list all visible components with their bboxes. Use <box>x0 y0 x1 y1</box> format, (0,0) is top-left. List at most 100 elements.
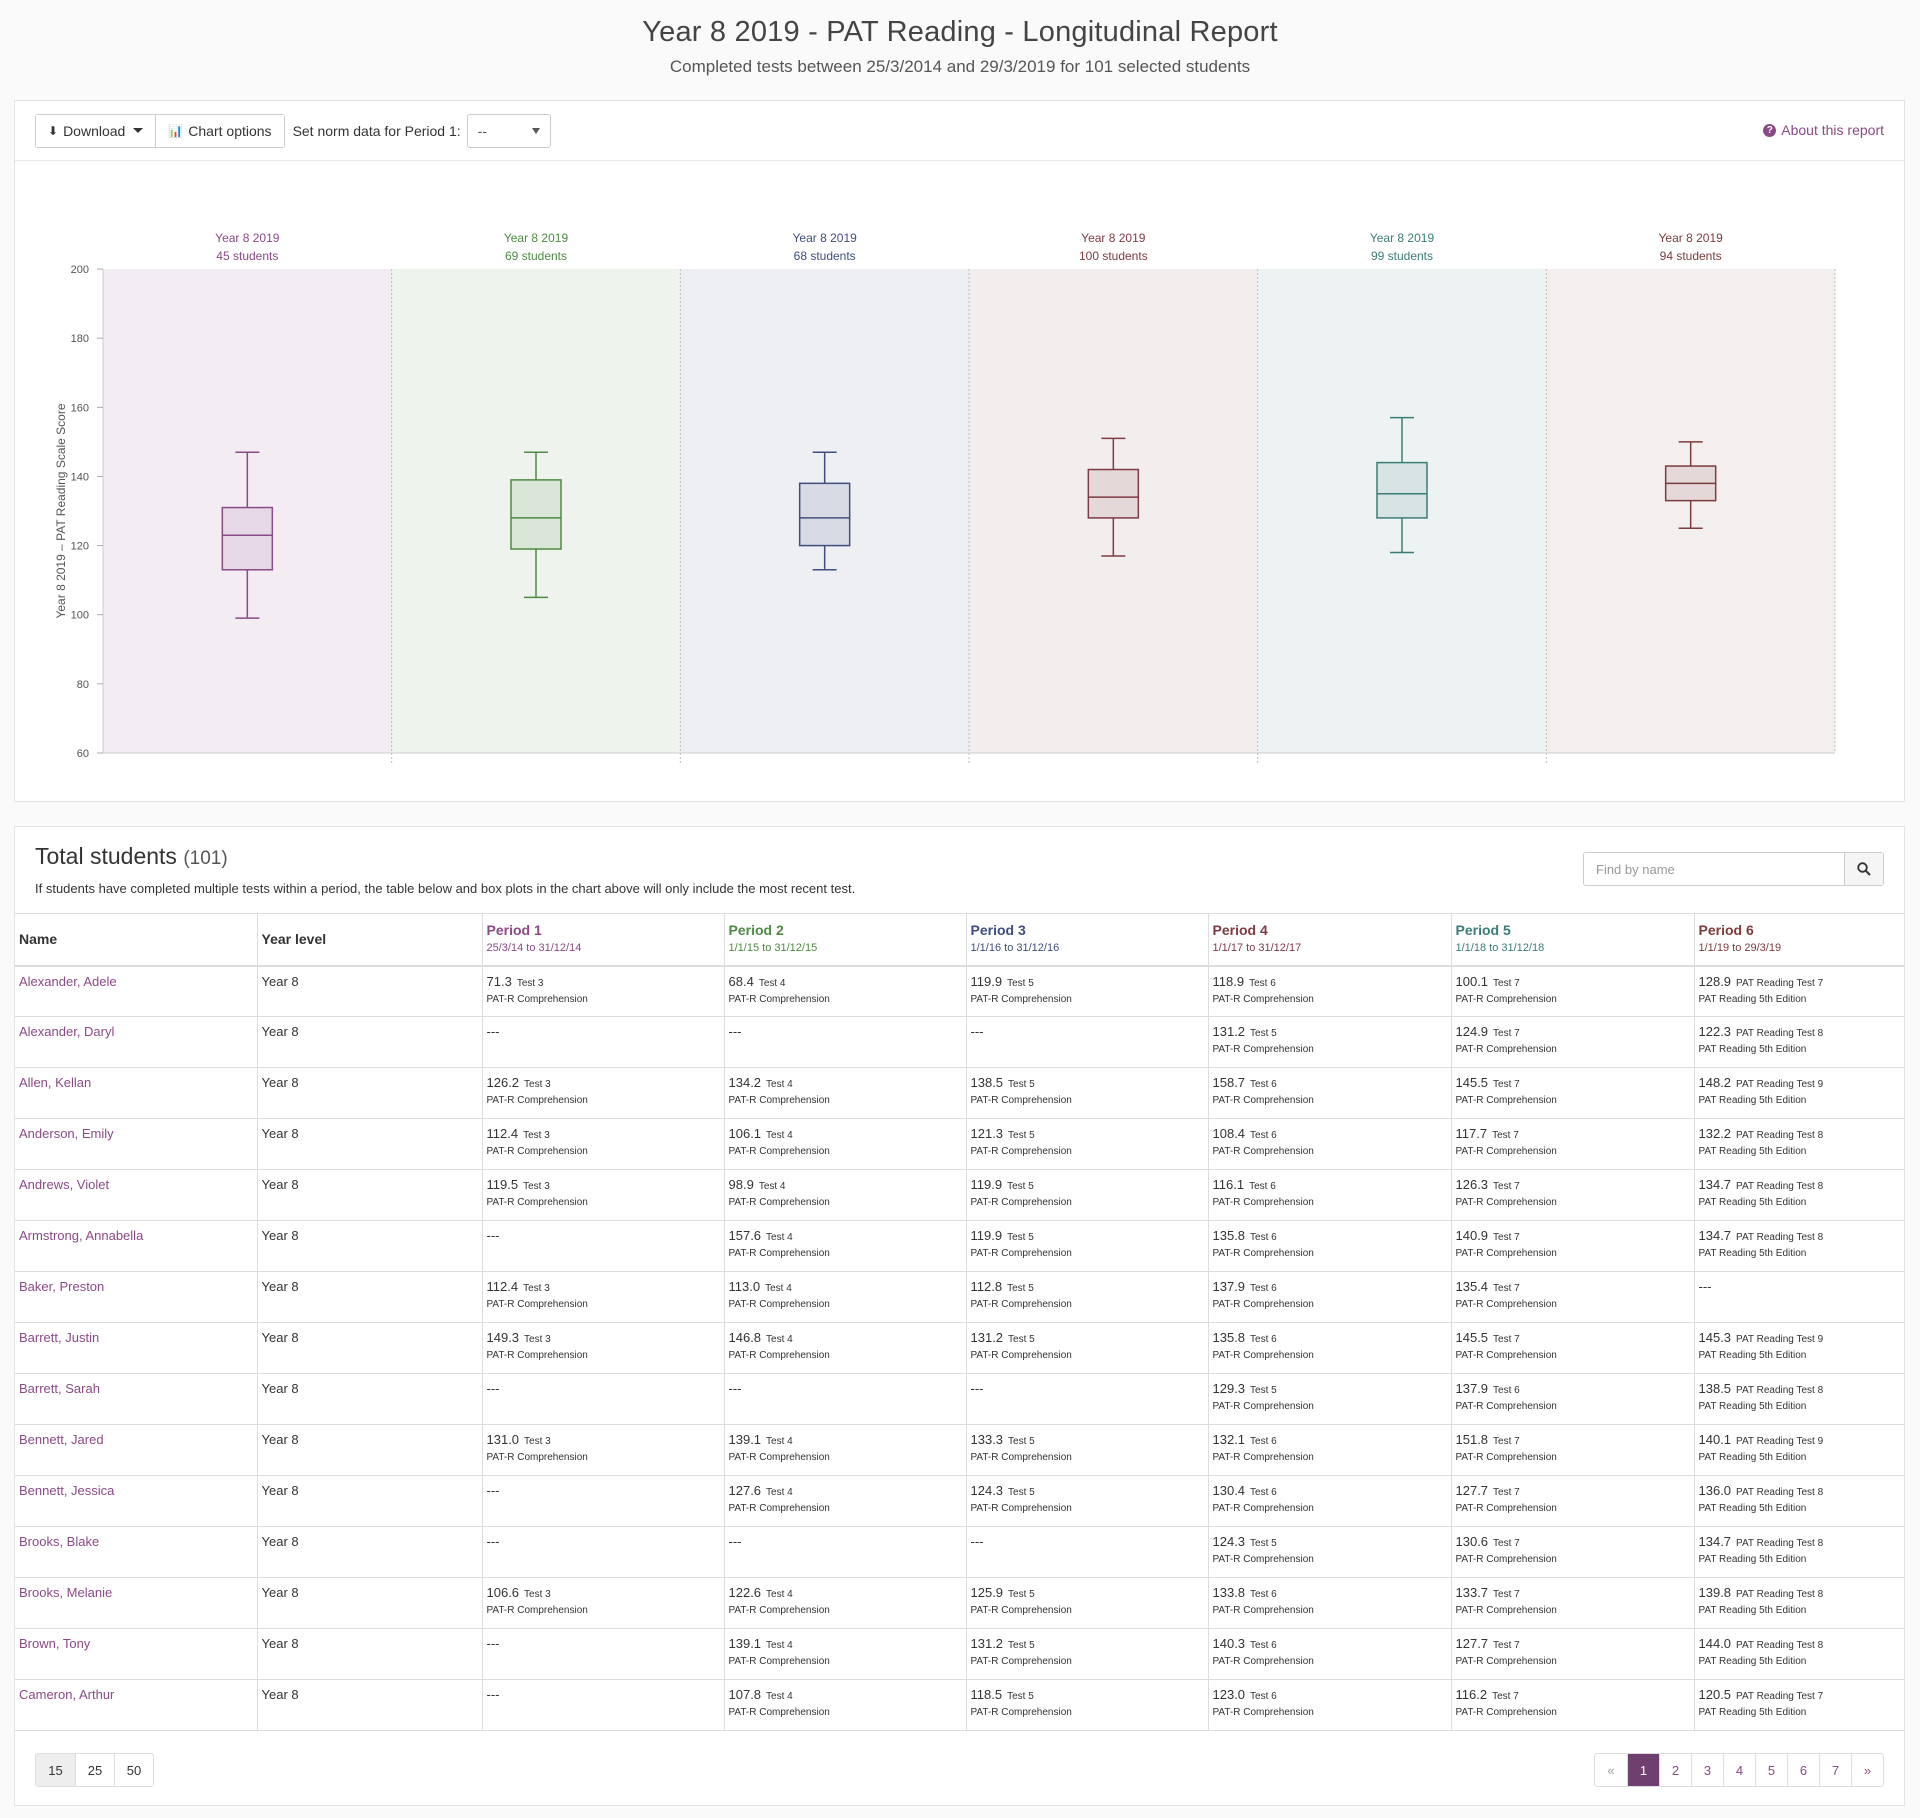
download-button[interactable]: ⬇ Download <box>36 114 156 147</box>
table-row: Alexander, Adele Year 8 71.3 Test 3 PAT-R Co… <box>15 965 1904 1017</box>
student-name-link[interactable]: Alexander, Daryl <box>15 1016 258 1068</box>
student-name-link[interactable]: Allen, Kellan <box>15 1067 258 1119</box>
students-panel: Total students (101) If students have co… <box>14 826 1905 1806</box>
column-header-period-2[interactable]: Period 2 1/1/15 to 31/12/15 <box>724 913 967 966</box>
search-button[interactable] <box>1844 853 1883 885</box>
column-header-period-5[interactable]: Period 5 1/1/18 to 31/12/18 <box>1451 913 1695 966</box>
score-cell: 98.9 Test 4 PAT-R Comprehension <box>724 1169 967 1221</box>
student-name-link[interactable]: Brooks, Blake <box>15 1526 258 1578</box>
test-series: PAT-R Comprehension <box>970 1707 1072 1718</box>
page-size-15[interactable]: 15 <box>36 1754 75 1786</box>
score-cell: 135.4 Test 7 PAT-R Comprehension <box>1451 1271 1695 1323</box>
column-header-period-3[interactable]: Period 3 1/1/16 to 31/12/16 <box>966 913 1209 966</box>
test-name: PAT Reading Test 9 <box>1736 1334 1824 1345</box>
test-series: PAT-R Comprehension <box>1212 1299 1314 1310</box>
scale-score: 131.0 <box>486 1432 520 1447</box>
column-header-year-level[interactable]: Year level <box>257 913 483 966</box>
scale-score: 119.9 <box>970 973 1003 989</box>
score-cell: --- <box>1694 1272 1904 1323</box>
test-name: Test 4 <box>766 1487 793 1498</box>
scale-score: 106.6 <box>486 1585 520 1600</box>
test-series: PAT-R Comprehension <box>970 1350 1072 1361</box>
period-range: 1/1/19 to 29/3/19 <box>1698 942 1782 954</box>
score-cell: 139.8 PAT Reading Test 8 PAT Reading 5th E… <box>1694 1578 1904 1629</box>
score-cell: 138.5 PAT Reading Test 8 PAT Reading 5th E… <box>1694 1374 1904 1425</box>
page-7[interactable]: 7 <box>1819 1754 1851 1786</box>
table-row: Bennett, Jessica Year 8 --- 127.6 Test 4 PAT-… <box>15 1475 1904 1527</box>
student-name-link[interactable]: Bennett, Jessica <box>15 1475 258 1527</box>
column-header-period-6[interactable]: Period 6 1/1/19 to 29/3/19 <box>1694 914 1904 966</box>
column-header-period-1[interactable]: Period 1 25/3/14 to 31/12/14 <box>482 913 725 966</box>
page-size-25[interactable]: 25 <box>75 1754 114 1786</box>
student-name-link[interactable]: Cameron, Arthur <box>15 1679 258 1731</box>
norm-data-select[interactable]: -- <box>466 113 551 148</box>
student-name-link[interactable]: Armstrong, Annabella <box>15 1220 258 1272</box>
page-3[interactable]: 3 <box>1691 1754 1723 1786</box>
student-name-link[interactable]: Barrett, Sarah <box>15 1373 258 1425</box>
test-name: Test 7 <box>1492 1130 1519 1141</box>
scale-score: 131.2 <box>1212 1024 1246 1039</box>
test-name: PAT Reading Test 9 <box>1736 1436 1824 1447</box>
period-range: 1/1/16 to 31/12/16 <box>970 942 1060 954</box>
test-name: Test 4 <box>766 1130 793 1141</box>
test-series: PAT-R Comprehension <box>486 993 588 1005</box>
scale-score: 119.9 <box>970 1228 1003 1243</box>
student-name-link[interactable]: Baker, Preston <box>15 1271 258 1323</box>
page-5[interactable]: 5 <box>1755 1754 1787 1786</box>
score-cell: --- <box>966 1526 1209 1578</box>
test-series: PAT-R Comprehension <box>970 1095 1072 1106</box>
scale-score: 116.2 <box>1455 1687 1488 1702</box>
scale-score: 116.1 <box>1212 1177 1245 1192</box>
score-cell: 134.2 Test 4 PAT-R Comprehension <box>724 1067 967 1119</box>
student-name-link[interactable]: Anderson, Emily <box>15 1118 258 1170</box>
year-level-cell: Year 8 <box>257 965 483 1017</box>
page-6[interactable]: 6 <box>1787 1754 1819 1786</box>
scale-score: 134.7 <box>1698 1177 1732 1192</box>
column-header-name[interactable]: Name <box>15 913 258 966</box>
student-name-link[interactable]: Brown, Tony <box>15 1628 258 1680</box>
chart-options-button[interactable]: 📊 Chart options <box>155 114 284 147</box>
test-name: Test 5 <box>1007 1283 1034 1294</box>
page-4[interactable]: 4 <box>1723 1754 1755 1786</box>
test-series: PAT-R Comprehension <box>728 1248 830 1259</box>
score-cell: 112.4 Test 3 PAT-R Comprehension <box>482 1118 725 1170</box>
about-report-label: About this report <box>1781 122 1884 138</box>
test-series: PAT-R Comprehension <box>728 1605 830 1616</box>
scale-score: 138.5 <box>1698 1381 1732 1396</box>
student-name-link[interactable]: Andrews, Violet <box>15 1169 258 1221</box>
y-tick-label: 60 <box>77 748 89 760</box>
page-prev[interactable]: « <box>1607 1762 1615 1778</box>
page-size-50[interactable]: 50 <box>114 1754 153 1786</box>
scale-score: 133.8 <box>1212 1585 1246 1600</box>
student-name-link[interactable]: Alexander, Adele <box>15 965 258 1017</box>
student-name-link[interactable]: Brooks, Melanie <box>15 1577 258 1629</box>
scale-score: 120.5 <box>1698 1687 1732 1702</box>
test-series: PAT-R Comprehension <box>486 1095 588 1106</box>
student-name-link[interactable]: Barrett, Justin <box>15 1322 258 1374</box>
test-name: Test 5 <box>1007 1691 1034 1702</box>
page-1[interactable]: 1 <box>1627 1754 1659 1786</box>
student-name-link[interactable]: Bennett, Jared <box>15 1424 258 1476</box>
page-next[interactable]: » <box>1851 1754 1883 1786</box>
score-cell: 108.4 Test 6 PAT-R Comprehension <box>1208 1118 1452 1170</box>
test-name: Test 4 <box>766 1640 793 1651</box>
page-2[interactable]: 2 <box>1659 1754 1691 1786</box>
scale-score: 125.9 <box>970 1585 1004 1600</box>
test-series: PAT-R Comprehension <box>1455 1554 1557 1565</box>
score-cell: 127.7 Test 7 PAT-R Comprehension <box>1451 1628 1695 1680</box>
y-axis-label: Year 8 2019 – PAT Reading Scale Score <box>54 403 68 618</box>
table-row: Barrett, Justin Year 8 149.3 Test 3 PAT-R Co… <box>15 1322 1904 1374</box>
score-cell: 125.9 Test 5 PAT-R Comprehension <box>966 1577 1209 1629</box>
about-report-link[interactable]: ? About this report <box>1763 122 1884 138</box>
test-series: PAT-R Comprehension <box>1212 1401 1314 1412</box>
test-name: Test 5 <box>1008 1487 1035 1498</box>
scale-score: 132.2 <box>1698 1126 1732 1141</box>
period-background <box>103 269 392 753</box>
column-header-period-4[interactable]: Period 4 1/1/17 to 31/12/17 <box>1208 913 1452 966</box>
test-series: PAT-R Comprehension <box>486 1350 588 1361</box>
no-score: --- <box>486 1687 500 1702</box>
scale-score: 139.8 <box>1698 1585 1732 1600</box>
search-input[interactable]: Find by name <box>1596 861 1675 877</box>
test-name: Test 5 <box>1250 1385 1277 1396</box>
scale-score: 119.9 <box>970 1177 1003 1192</box>
